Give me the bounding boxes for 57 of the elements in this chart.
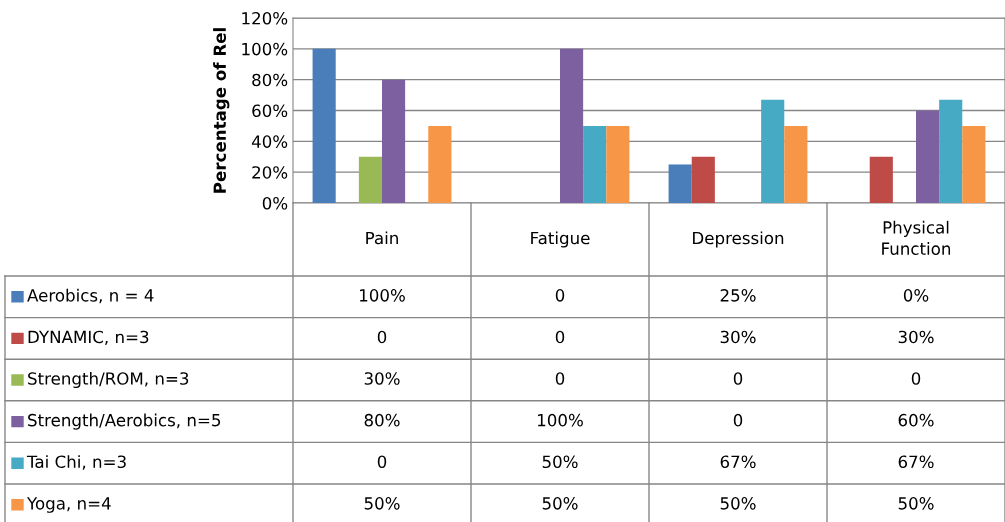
legend-label: Strength/Aerobics, n=5 [28, 413, 221, 430]
data-label: 60% [898, 413, 934, 427]
bar [916, 110, 940, 203]
x-tick-label: Fatigue [531, 231, 590, 248]
legend-label: Aerobics, n = 4 [27, 288, 154, 304]
bar [560, 48, 584, 203]
data-label: 50% [542, 497, 578, 510]
data-label: 30% [898, 330, 934, 344]
legend-label: DYNAMIC, n=3 [28, 330, 149, 345]
bar [428, 125, 452, 203]
data-label: 25% [720, 289, 756, 302]
bar [382, 79, 406, 203]
bar [583, 125, 607, 203]
legend-label: Yoga, n=4 [26, 497, 111, 513]
data-label: 50% [364, 497, 400, 510]
legend-label: Strength/ROM, n=3 [28, 371, 189, 389]
data-label: 0% [903, 289, 929, 302]
data-label: 50% [898, 497, 934, 510]
bar [606, 125, 630, 203]
x-tick-label: Pain [366, 231, 398, 245]
bar [761, 99, 785, 203]
data-label: 30% [364, 372, 400, 385]
data-label: 100% [538, 413, 583, 427]
data-label: 0 [555, 330, 565, 344]
bar [691, 156, 715, 203]
data-label: 0 [377, 330, 387, 344]
x-tick-label: Physical Function [882, 220, 951, 255]
bar [962, 125, 986, 203]
y-tick-label: 120% [242, 11, 288, 25]
legend-label: Tai Chi, n=3 [26, 455, 126, 470]
bar [784, 125, 808, 203]
bar [358, 156, 382, 203]
y-tick-label: 100% [242, 42, 288, 56]
data-label: 67% [898, 455, 934, 469]
data-label: 0 [911, 372, 921, 385]
bar [668, 164, 692, 203]
data-label: 0 [377, 455, 387, 469]
y-tick-label: 0% [262, 196, 288, 210]
x-tick-label: Depression [693, 231, 784, 248]
y-tick-label: 80% [252, 73, 288, 87]
bar [312, 48, 336, 203]
data-label: 0 [555, 372, 565, 385]
data-label: 50% [542, 455, 578, 469]
y-tick-label: 20% [252, 166, 288, 179]
bar [939, 99, 963, 203]
data-label: 0 [733, 413, 743, 427]
y-tick-label: 40% [251, 135, 288, 148]
data-label: 0 [733, 372, 743, 385]
data-label: 30% [720, 330, 756, 344]
data-label: 50% [720, 497, 756, 510]
data-label: 100% [360, 289, 405, 302]
y-tick-label: 60% [252, 104, 288, 118]
data-label: 80% [364, 413, 400, 427]
data-label: 67% [720, 455, 756, 469]
bar [869, 156, 893, 203]
y-axis-title: Percentage of Rel [213, 28, 230, 193]
data-label: 0 [555, 289, 565, 302]
